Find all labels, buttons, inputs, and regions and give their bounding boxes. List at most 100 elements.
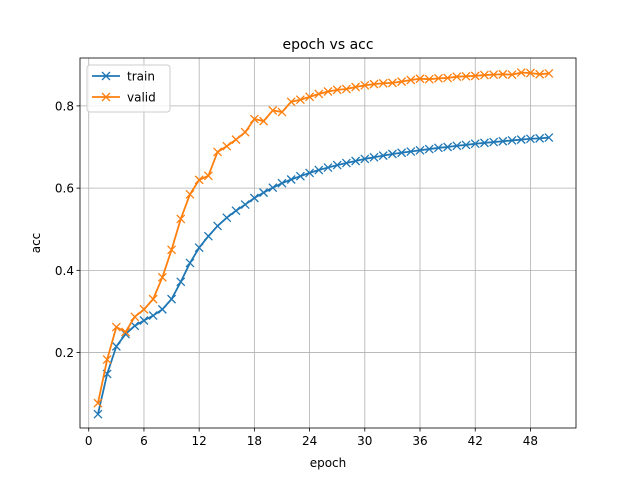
legend: train valid: [86, 64, 171, 113]
data-point-valid: [323, 87, 333, 96]
y-axis-label: acc: [29, 233, 43, 254]
axis-ticks: 0 6 12 18 24 30 36 42 48 0.2 0.4 0.6 0.8: [55, 99, 538, 448]
data-point-valid: [213, 147, 223, 157]
x-tick-label: 30: [357, 434, 372, 448]
data-point-valid: [130, 312, 140, 322]
data-point-train: [406, 147, 416, 156]
data-point-valid: [443, 73, 453, 83]
data-point-train: [167, 294, 177, 304]
data-point-train: [249, 193, 259, 203]
data-point-valid: [516, 68, 526, 78]
data-point-train: [489, 137, 499, 147]
data-point-train: [185, 258, 195, 268]
data-point-valid: [231, 135, 241, 145]
data-point-valid: [240, 127, 250, 137]
data-point-train: [479, 138, 489, 148]
y-tick-label: 0.6: [55, 182, 74, 196]
data-point-valid: [369, 79, 379, 89]
data-point-valid: [277, 107, 287, 117]
y-tick-label: 0.8: [55, 99, 74, 113]
data-point-valid: [507, 70, 517, 80]
data-point-train: [231, 206, 241, 216]
legend-label: valid: [127, 91, 156, 105]
data-point-valid: [452, 72, 462, 82]
legend-marker: [101, 71, 111, 81]
data-point-valid: [102, 355, 112, 365]
data-point-valid: [378, 78, 388, 88]
data-point-train: [498, 136, 508, 146]
data-point-valid: [415, 74, 425, 84]
data-point-train: [176, 277, 186, 287]
data-point-train: [259, 188, 269, 198]
data-point-train: [148, 311, 158, 321]
data-point-valid: [148, 294, 158, 304]
data-point-train: [369, 152, 379, 162]
data-point-valid: [185, 189, 195, 199]
legend-entry-valid: valid: [92, 91, 156, 105]
data-point-train: [452, 141, 462, 151]
data-point-valid: [397, 77, 407, 87]
series-line-train: [97, 136, 549, 415]
data-point-valid: [433, 73, 443, 83]
data-point-train: [277, 178, 287, 188]
data-point-train: [525, 134, 535, 144]
legend-marker: [101, 92, 111, 102]
data-point-valid: [305, 92, 315, 102]
y-tick-label: 0.4: [55, 264, 74, 278]
data-point-train: [507, 135, 517, 145]
data-point-valid: [176, 214, 186, 224]
data-point-valid: [314, 89, 324, 99]
x-axis-label: epoch: [310, 456, 347, 470]
data-point-valid: [360, 80, 370, 90]
data-point-valid: [111, 322, 121, 332]
data-point-train: [268, 183, 278, 193]
data-point-train: [415, 145, 425, 155]
data-point-valid: [268, 105, 278, 115]
data-point-valid: [461, 71, 471, 81]
series-line-valid: [97, 71, 549, 404]
legend-label: train: [127, 70, 155, 84]
data-point-valid: [222, 141, 232, 151]
data-point-valid: [259, 116, 269, 126]
data-point-valid: [535, 69, 545, 79]
data-point-train: [240, 200, 250, 210]
y-tick-label: 0.2: [55, 346, 74, 360]
data-point-train: [157, 304, 167, 314]
data-point-valid: [544, 68, 554, 78]
data-point-valid: [489, 70, 499, 80]
data-point-valid: [249, 114, 259, 124]
data-point-valid: [286, 97, 296, 107]
chart-title: epoch vs acc: [282, 37, 373, 53]
data-point-valid: [341, 84, 351, 94]
data-point-train: [461, 140, 471, 150]
legend-entry-train: train: [92, 70, 155, 84]
data-point-valid: [387, 78, 397, 88]
data-point-valid: [139, 304, 149, 314]
data-point-train: [387, 149, 397, 159]
x-tick-label: 24: [302, 434, 317, 448]
plot-frame: [79, 57, 577, 429]
data-point-valid: [93, 398, 103, 408]
data-point-valid: [498, 69, 508, 79]
series-layer: [93, 68, 554, 419]
data-point-train: [341, 158, 351, 168]
data-point-valid: [525, 68, 535, 78]
data-point-train: [295, 171, 305, 181]
data-point-train: [139, 316, 149, 325]
data-point-valid: [157, 272, 167, 282]
data-point-train: [332, 160, 342, 170]
data-point-valid: [167, 245, 177, 255]
x-tick-label: 6: [140, 434, 148, 448]
data-point-train: [222, 213, 232, 223]
data-point-train: [194, 243, 204, 253]
data-point-valid: [121, 327, 131, 337]
data-point-train: [470, 139, 480, 149]
data-point-train: [535, 133, 545, 143]
data-point-train: [286, 175, 296, 184]
x-tick-label: 42: [468, 434, 483, 448]
x-tick-label: 12: [192, 434, 207, 448]
x-tick-label: 0: [85, 434, 93, 448]
data-point-valid: [194, 175, 204, 185]
data-point-train: [305, 168, 315, 178]
